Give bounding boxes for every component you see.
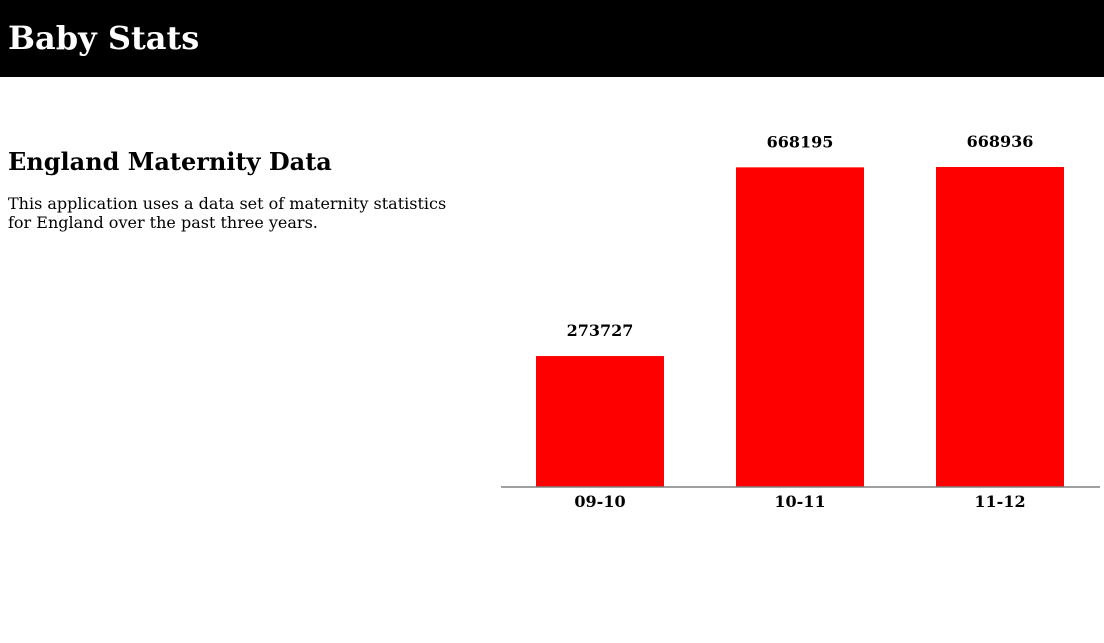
data-label-09-10: 273727 (567, 321, 634, 340)
app-header: Baby Stats (0, 0, 1104, 77)
x-tick-label-11-12: 11-12 (974, 492, 1025, 511)
x-tick-label-09-10: 09-10 (574, 492, 625, 511)
bars-layer (536, 167, 1064, 487)
bar-11-12 (936, 167, 1064, 487)
data-label-11-12: 668936 (967, 132, 1034, 151)
section-description: This application uses a data set of mate… (8, 194, 447, 232)
x-tick-label-10-11: 10-11 (774, 492, 825, 511)
bar-10-11 (736, 167, 864, 487)
app-title: Baby Stats (8, 19, 200, 57)
intro-section: England Maternity Data This application … (8, 146, 458, 232)
labels-layer: 273727 09-10 668195 10-11 668936 11-12 (567, 132, 1034, 511)
data-label-10-11: 668195 (767, 132, 834, 151)
bar-chart: 273727 09-10 668195 10-11 668936 11-12 (501, 132, 1100, 511)
bar-09-10 (536, 356, 664, 487)
section-title: England Maternity Data (8, 147, 332, 176)
